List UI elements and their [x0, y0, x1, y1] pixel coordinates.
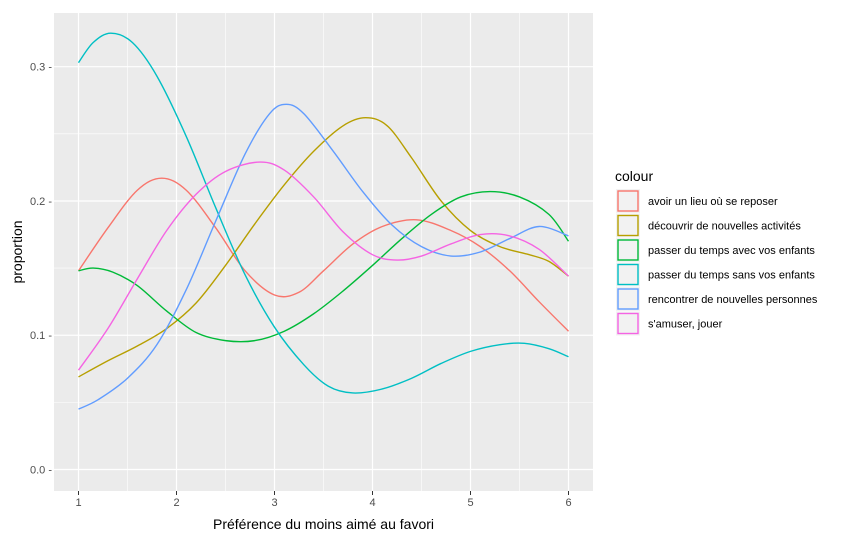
legend-title: colour — [615, 168, 653, 184]
legend-key-bg — [616, 262, 640, 287]
x-tick-label: 6 — [565, 497, 571, 509]
legend-key — [617, 214, 639, 237]
series-line-5 — [78, 103, 569, 410]
x-tick-label: 5 — [467, 497, 473, 509]
legend-label: s'amuser, jouer — [648, 319, 723, 331]
legend-key — [617, 288, 639, 310]
legend-key-bg — [616, 311, 640, 336]
series-lines — [77, 32, 570, 410]
legend-label: avoir un lieu où se reposer — [648, 196, 778, 208]
series-line-1 — [77, 177, 569, 332]
legend-key-bg — [616, 189, 640, 213]
legend: colour avoir un lieu où se reposer découv… — [615, 168, 818, 336]
legend-key — [617, 190, 639, 212]
y-tick-label: 0.2 - — [30, 196, 52, 208]
x-tick-label: 4 — [369, 497, 375, 509]
x-tick-label: 3 — [271, 497, 277, 509]
x-tick-label: 2 — [173, 497, 179, 509]
legend-key — [617, 239, 639, 261]
legend-label: passer du temps avec vos enfants — [648, 245, 815, 257]
legend-label: rencontrer de nouvelles personnes — [648, 294, 818, 306]
y-axis-title: proportion — [9, 220, 25, 283]
legend-key — [617, 263, 639, 286]
y-tick-label: 0.1 - — [30, 330, 52, 342]
series-line-6 — [77, 161, 569, 371]
x-tick-label: 1 — [75, 497, 81, 509]
legend-label: découvrir de nouvelles activités — [648, 221, 801, 233]
legend-key-bg — [616, 213, 640, 238]
series-line-3 — [78, 190, 570, 343]
major-gridlines — [54, 13, 593, 491]
y-tick-label: 0.3 - — [30, 62, 52, 74]
x-axis-title: Préférence du moins aimé au favori — [213, 516, 434, 532]
y-axis: 0.0 - 0.1 - 0.2 - 0.3 - — [30, 62, 52, 477]
legend-key — [617, 312, 639, 335]
series-line-4 — [77, 32, 569, 394]
y-tick-label: 0.0 - — [30, 465, 52, 477]
legend-label: passer du temps sans vos enfants — [648, 270, 815, 282]
legend-key-bg — [616, 238, 640, 262]
x-axis: 1 2 3 4 5 6 — [75, 491, 572, 509]
legend-key-bg — [616, 287, 640, 311]
minor-gridlines — [54, 13, 593, 491]
